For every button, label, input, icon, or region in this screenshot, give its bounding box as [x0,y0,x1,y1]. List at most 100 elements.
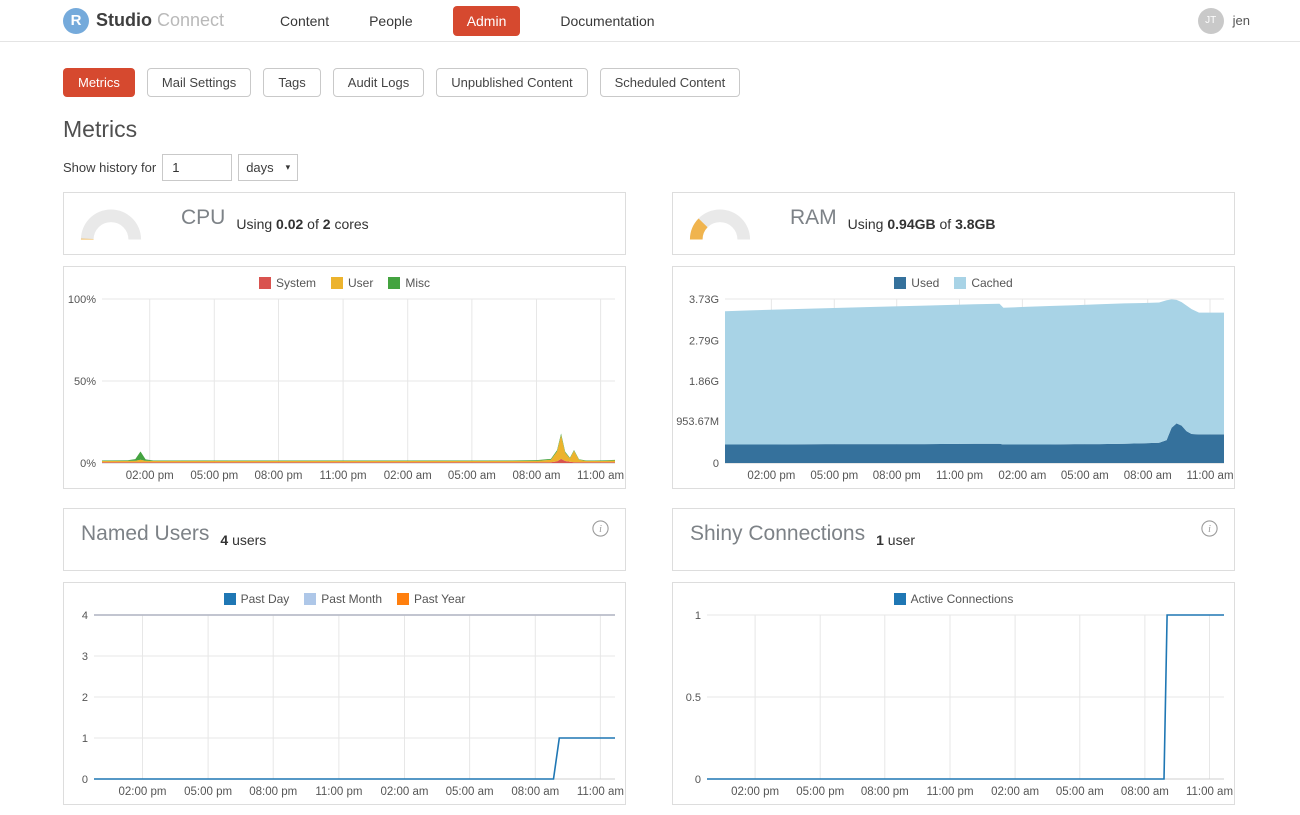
svg-text:05:00 pm: 05:00 pm [796,786,844,798]
legend-item-past-year[interactable]: Past Year [397,592,465,606]
history-unit-select[interactable]: days ▾ [238,154,298,181]
cpu-chart: 0%50%100%02:00 pm05:00 pm08:00 pm11:00 p… [64,291,625,485]
cpu-card: CPU Using 0.02 of 2 cores [63,192,626,255]
svg-text:0: 0 [695,774,701,786]
svg-text:1: 1 [695,610,701,622]
tab-metrics[interactable]: Metrics [63,68,135,97]
legend-swatch [304,593,316,605]
legend-swatch [388,277,400,289]
svg-text:0%: 0% [80,458,96,470]
ram-usage-text: Using 0.94GB of 3.8GB [848,216,996,232]
legend-item-system[interactable]: System [259,276,316,290]
svg-text:11:00 am: 11:00 am [577,786,624,798]
svg-text:02:00 am: 02:00 am [384,470,432,482]
svg-text:2: 2 [82,692,88,704]
legend-item-past-day[interactable]: Past Day [224,592,290,606]
svg-text:05:00 pm: 05:00 pm [184,786,232,798]
svg-text:02:00 pm: 02:00 pm [119,786,167,798]
nav-people[interactable]: People [369,13,413,29]
svg-text:11:00 pm: 11:00 pm [926,786,973,798]
svg-text:50%: 50% [74,376,96,388]
svg-text:05:00 pm: 05:00 pm [190,470,238,482]
cpu-gauge [79,207,143,242]
legend-swatch [894,277,906,289]
svg-text:08:00 pm: 08:00 pm [861,786,909,798]
svg-text:11:00 am: 11:00 am [1186,470,1233,482]
legend-item-past-month[interactable]: Past Month [304,592,382,606]
svg-text:05:00 pm: 05:00 pm [810,470,858,482]
svg-text:11:00 am: 11:00 am [1186,786,1233,798]
svg-text:100%: 100% [68,294,96,306]
svg-text:3.73G: 3.73G [689,294,719,306]
metrics-grid: CPU Using 0.02 of 2 cores RAM Using 0.94… [63,192,1235,805]
svg-text:3: 3 [82,651,88,663]
rstudio-logo-icon: R [63,8,89,34]
svg-text:i: i [599,524,602,535]
legend-swatch [224,593,236,605]
svg-text:953.67M: 953.67M [676,416,719,428]
svg-text:08:00 pm: 08:00 pm [255,470,303,482]
shiny-connections-chart-legend: Active Connections [673,590,1234,607]
history-unit-value: days [246,160,273,175]
tab-tags[interactable]: Tags [263,68,320,97]
named-users-count: 4 users [220,532,266,548]
svg-text:08:00 am: 08:00 am [511,786,559,798]
named-users-chart-panel: Past DayPast MonthPast Year 0123402:00 p… [63,582,626,805]
legend-swatch [397,593,409,605]
ram-gauge [688,207,752,242]
user-menu[interactable]: JT jen [1198,8,1250,34]
history-label: Show history for [63,160,156,175]
user-name: jen [1233,13,1250,28]
nav-admin[interactable]: Admin [453,6,521,36]
svg-text:2.79G: 2.79G [689,335,719,347]
tab-audit-logs[interactable]: Audit Logs [333,68,424,97]
legend-swatch [954,277,966,289]
info-icon[interactable]: i [592,520,609,537]
named-users-chart-legend: Past Day Past Month Past Year [64,590,625,607]
legend-item-used[interactable]: Used [894,276,939,290]
svg-text:02:00 pm: 02:00 pm [747,470,795,482]
admin-metrics-page: Metrics Mail Settings Tags Audit Logs Un… [0,42,1300,805]
legend-item-active-connections[interactable]: Active Connections [894,592,1014,606]
svg-text:02:00 pm: 02:00 pm [731,786,779,798]
nav-documentation[interactable]: Documentation [560,13,654,29]
tab-mail-settings[interactable]: Mail Settings [147,68,251,97]
svg-text:11:00 pm: 11:00 pm [320,470,367,482]
cpu-usage-text: Using 0.02 of 2 cores [236,216,368,232]
info-icon[interactable]: i [1201,520,1218,537]
legend-item-cached[interactable]: Cached [954,276,1012,290]
legend-swatch [331,277,343,289]
admin-tabs: Metrics Mail Settings Tags Audit Logs Un… [63,68,1235,97]
named-users-chart: 0123402:00 pm05:00 pm08:00 pm11:00 pm02:… [64,607,625,801]
brand-logo[interactable]: R Studio Connect [63,8,224,34]
svg-text:i: i [1208,524,1211,535]
svg-text:05:00 am: 05:00 am [446,786,494,798]
svg-text:0.5: 0.5 [686,692,701,704]
svg-text:08:00 pm: 08:00 pm [249,786,297,798]
svg-text:0: 0 [713,458,719,470]
legend-item-misc[interactable]: Misc [388,276,430,290]
svg-text:0: 0 [82,774,88,786]
ram-chart-legend: Used Cached [673,274,1234,291]
brand-name-connect: Connect [157,10,224,31]
svg-text:02:00 am: 02:00 am [998,470,1046,482]
svg-text:1: 1 [82,733,88,745]
tab-scheduled-content[interactable]: Scheduled Content [600,68,741,97]
nav-content[interactable]: Content [280,13,329,29]
primary-nav: Content People Admin Documentation [280,6,655,36]
history-value-input[interactable] [162,154,232,181]
svg-text:05:00 am: 05:00 am [448,470,496,482]
ram-card-title: RAM [790,206,837,230]
svg-text:08:00 pm: 08:00 pm [873,470,921,482]
cpu-chart-legend: System User Misc [64,274,625,291]
tab-unpublished-content[interactable]: Unpublished Content [436,68,587,97]
svg-text:11:00 pm: 11:00 pm [315,786,362,798]
ram-card: RAM Using 0.94GB of 3.8GB [672,192,1235,255]
chevron-down-icon: ▾ [286,162,291,173]
legend-swatch [259,277,271,289]
legend-item-user[interactable]: User [331,276,373,290]
shiny-connections-title: Shiny Connections [690,522,865,546]
page-title: Metrics [63,116,1235,143]
shiny-connections-card: Shiny Connections 1 user i [672,508,1235,571]
legend-swatch [894,593,906,605]
